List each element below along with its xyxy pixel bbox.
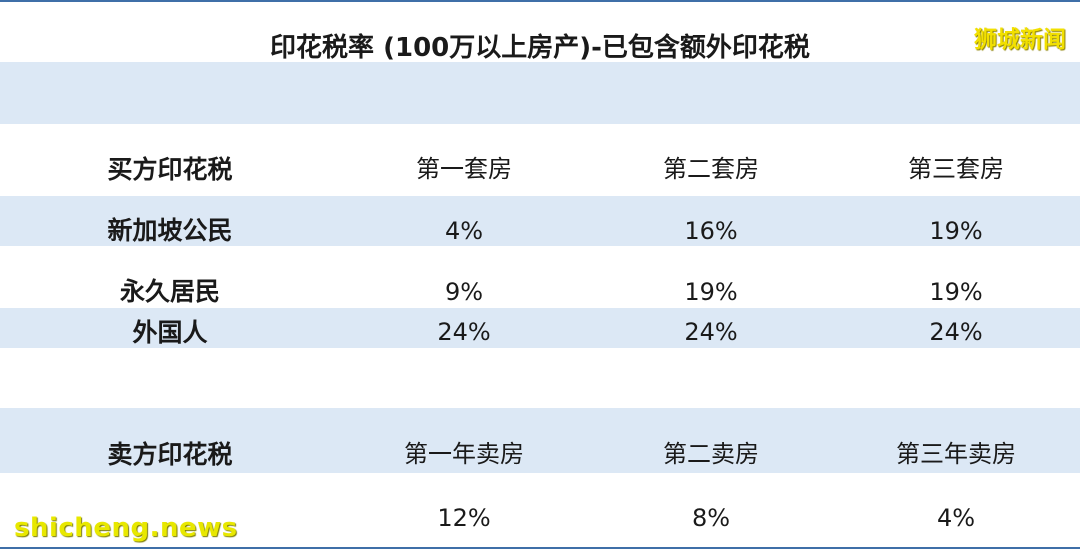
- row-band-foreigner: [0, 308, 1080, 348]
- page-title: 印花税率 (100万以上房产)-已包含额外印花税: [270, 33, 810, 63]
- seller-band: [0, 408, 1080, 473]
- row-band-citizen: [0, 196, 1080, 246]
- row-label-citizen: 新加坡公民: [107, 216, 233, 245]
- table-cell: 24%: [684, 318, 738, 346]
- column-header-third-year-sale: 第三年卖房: [896, 440, 1016, 468]
- table-cell: 19%: [684, 278, 738, 306]
- table-cell: 16%: [684, 217, 738, 245]
- row-label-foreigner: 外国人: [132, 318, 208, 347]
- table-cell: 24%: [437, 318, 491, 346]
- table-cell: 4%: [936, 504, 976, 532]
- buyer-stamp-duty-header: 买方印花税: [107, 155, 233, 184]
- table-cell: 24%: [929, 318, 983, 346]
- table-cell: 19%: [929, 278, 983, 306]
- table-cell: 19%: [929, 217, 983, 245]
- column-header-second-home: 第二套房: [663, 155, 759, 183]
- header-band: [0, 62, 1080, 124]
- column-header-first-year-sale: 第一年卖房: [404, 440, 524, 468]
- table-cell: 8%: [691, 504, 731, 532]
- table-cell: 12%: [437, 504, 491, 532]
- row-label-permanent-resident: 永久居民: [119, 277, 220, 306]
- seller-stamp-duty-header: 卖方印花税: [107, 440, 233, 469]
- column-header-first-home: 第一套房: [416, 155, 512, 183]
- table-cell: 4%: [444, 217, 484, 245]
- column-header-second-sale: 第二卖房: [663, 440, 759, 468]
- watermark-site: shicheng.news: [14, 513, 238, 543]
- watermark-logo: 狮城新闻: [974, 27, 1066, 53]
- table-cell: 9%: [444, 278, 484, 306]
- column-header-third-home: 第三套房: [908, 155, 1004, 183]
